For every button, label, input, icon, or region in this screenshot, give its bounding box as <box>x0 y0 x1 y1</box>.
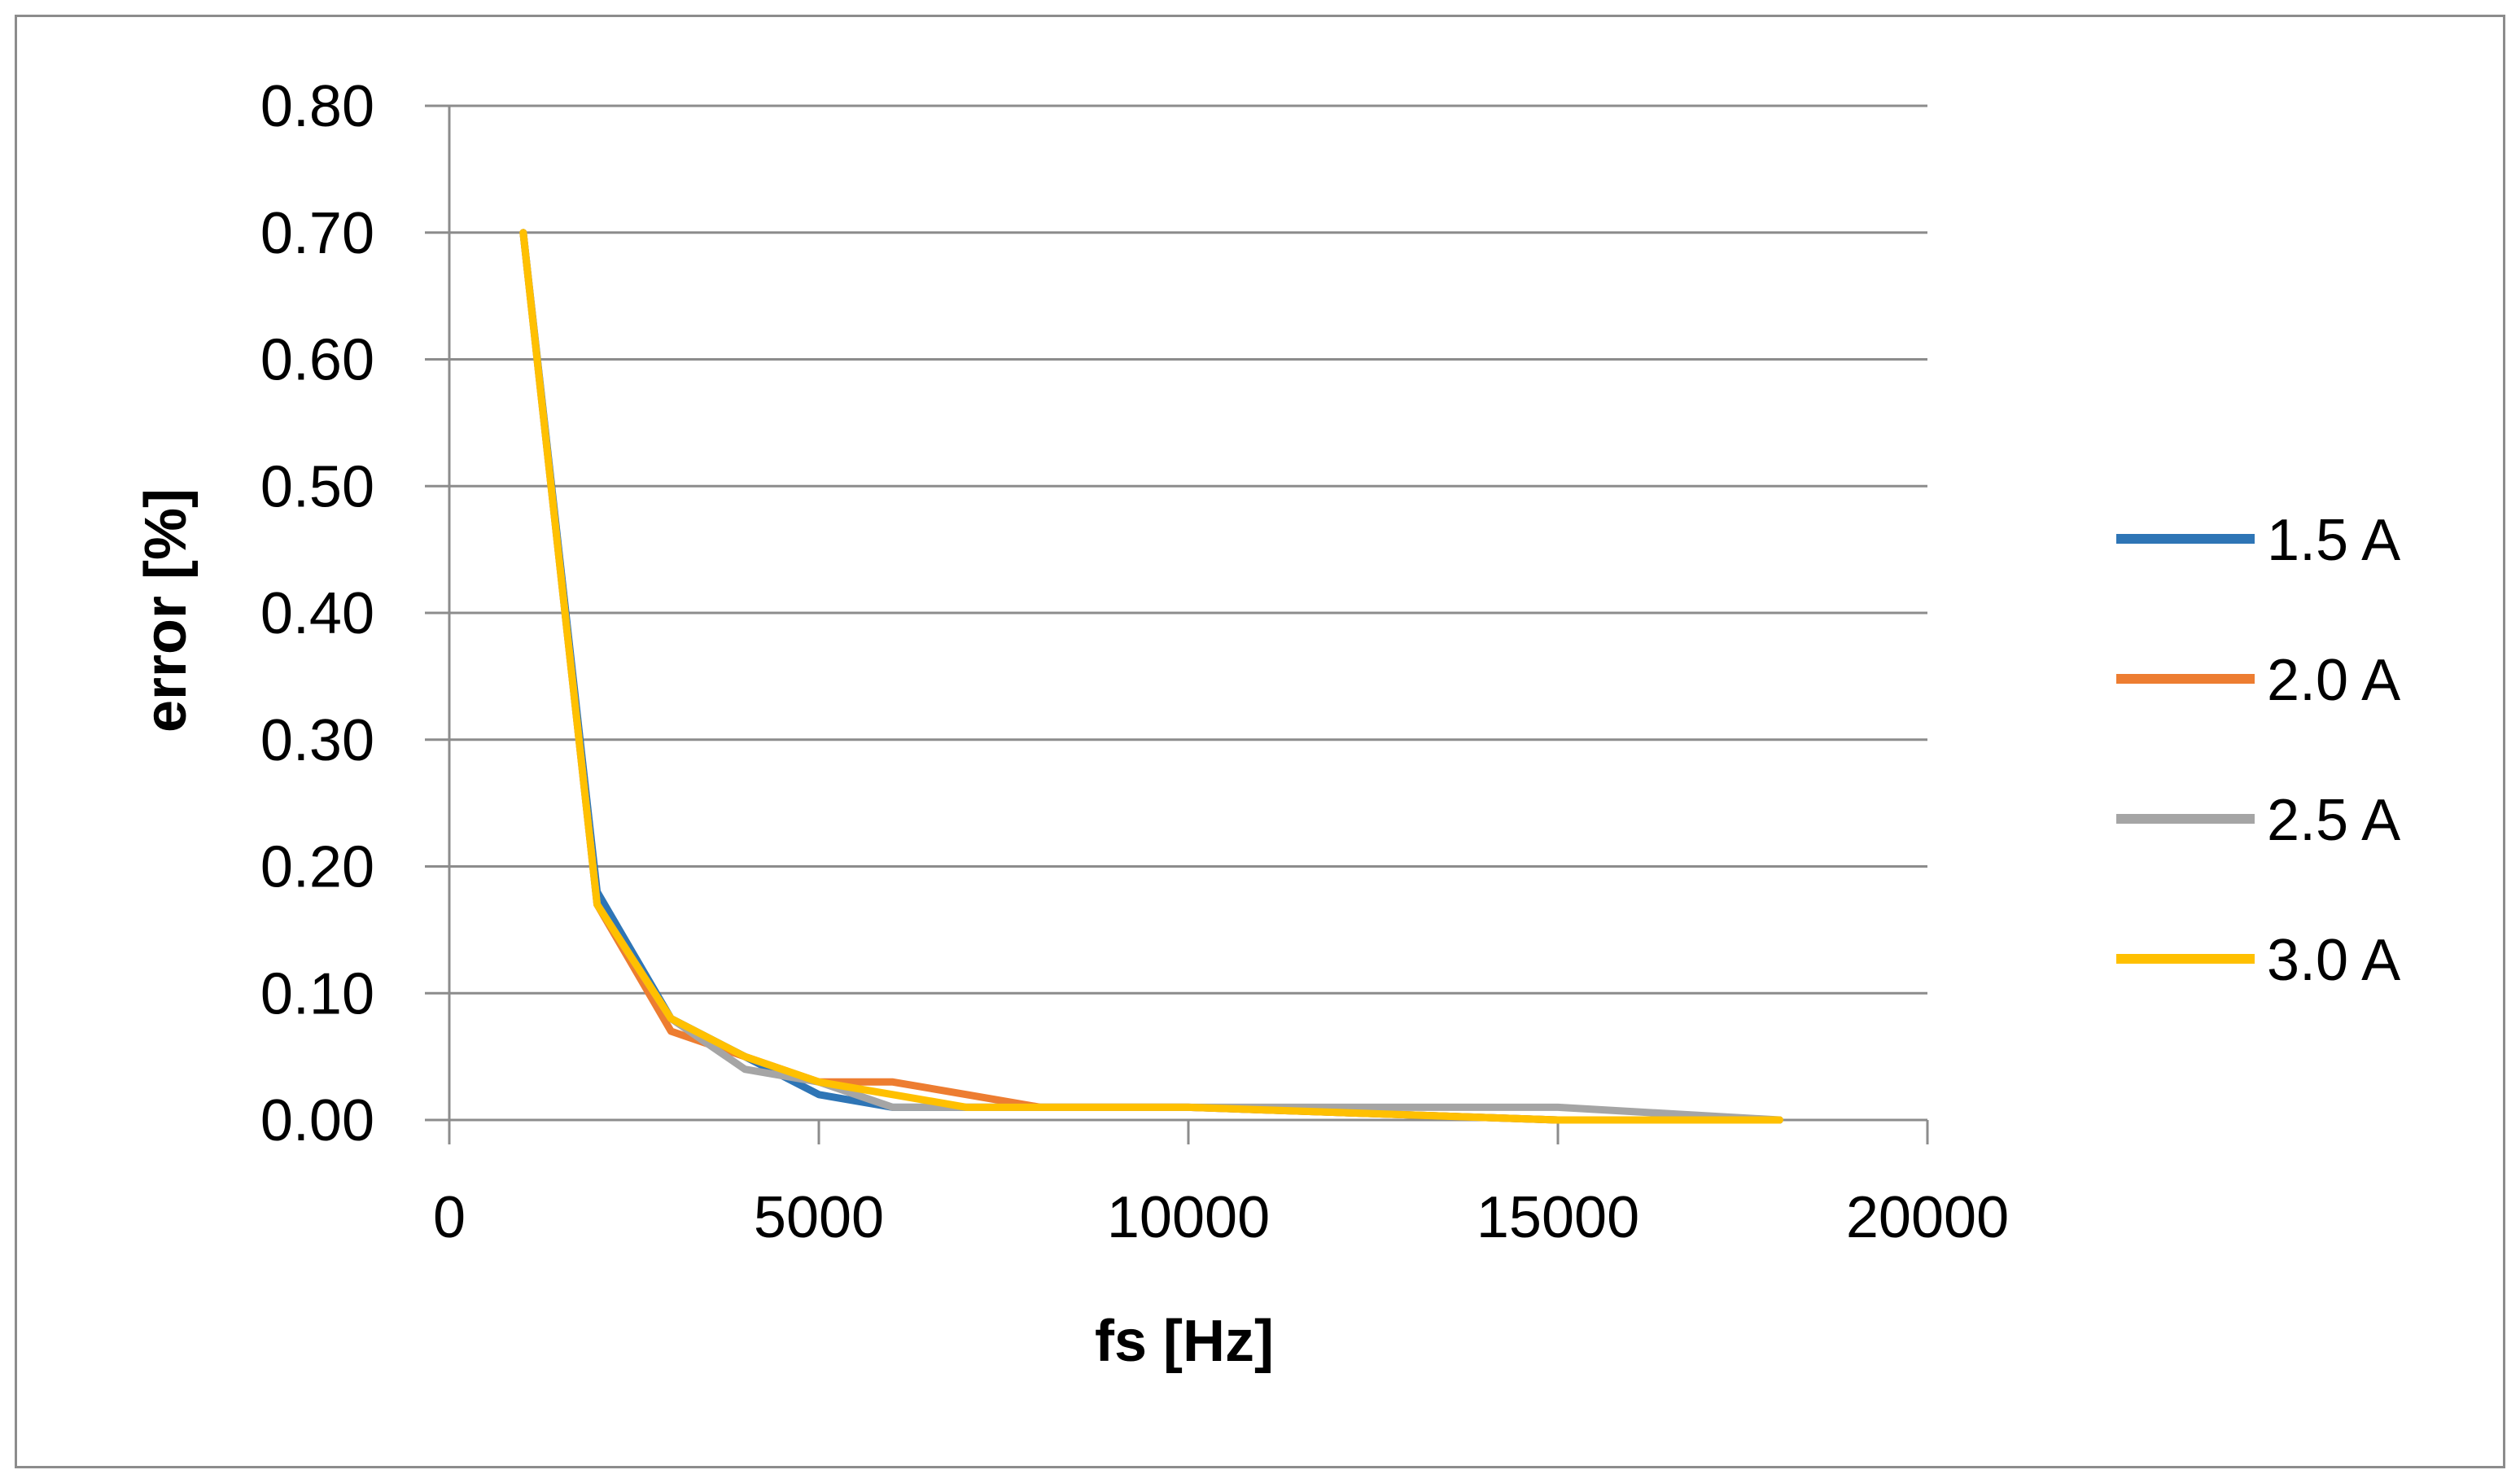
y-tick-label: 0.20 <box>260 835 374 900</box>
legend-label-1: 2.0 A <box>2267 648 2400 713</box>
y-tick-label: 0.50 <box>260 454 374 519</box>
x-tick-label: 5000 <box>754 1185 884 1250</box>
y-tick-label: 0.00 <box>260 1088 374 1153</box>
legend-label-3: 3.0 A <box>2267 928 2400 993</box>
legend-label-2: 2.5 A <box>2267 788 2400 853</box>
x-tick-label: 15000 <box>1477 1185 1639 1250</box>
series-line-1-5-a <box>519 229 1783 1124</box>
x-axis-title: fs [Hz] <box>1095 1309 1274 1374</box>
y-tick-label: 0.10 <box>260 961 374 1026</box>
y-tick-label: 0.30 <box>260 708 374 773</box>
y-tick-label: 0.70 <box>260 201 374 266</box>
legend: 1.5 A 2.0 A 2.5 A 3.0 A <box>2116 508 2400 993</box>
series-line-2-0-a <box>519 229 1783 1124</box>
legend-label-0: 1.5 A <box>2267 508 2400 573</box>
x-tick-label: 0 <box>433 1185 466 1250</box>
y-tick-label: 0.80 <box>260 74 374 139</box>
y-axis-title: error [%] <box>133 488 199 733</box>
gridlines <box>425 104 1927 995</box>
series-line-3-0-a <box>519 229 1783 1124</box>
y-tick-label: 0.40 <box>260 581 374 646</box>
y-tick-label: 0.60 <box>260 328 374 393</box>
x-tick-labels: 0 5000 10000 15000 20000 <box>433 1185 2009 1250</box>
chart-frame <box>15 15 2505 1468</box>
y-tick-labels: 0.00 0.10 0.20 0.30 0.40 0.50 0.60 0.70 0.80 <box>260 74 374 1153</box>
x-tick-label: 10000 <box>1107 1185 1270 1250</box>
x-tick-label: 20000 <box>1846 1185 2009 1250</box>
series-line-2-5-a <box>519 229 1783 1124</box>
plot-area <box>519 229 1783 1124</box>
